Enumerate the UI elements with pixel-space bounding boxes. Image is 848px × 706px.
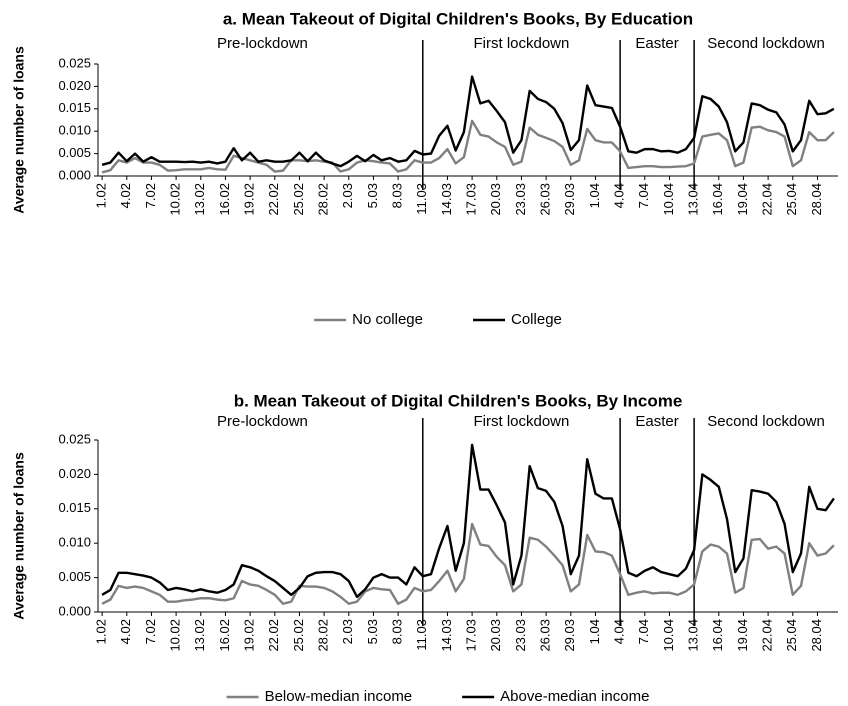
x-tick-label: 4.02 (118, 619, 133, 644)
y-tick-label: 0.005 (58, 145, 91, 160)
y-tick-label: 0.000 (58, 167, 91, 182)
period-label: First lockdown (474, 35, 570, 52)
x-tick-label: 23.03 (513, 183, 528, 216)
x-tick-label: 25.04 (784, 183, 799, 216)
x-tick-label: 26.03 (538, 619, 553, 652)
period-label: Easter (635, 35, 678, 52)
x-tick-label: 19.02 (242, 183, 257, 216)
y-tick-label: 0.020 (58, 78, 91, 93)
period-label: First lockdown (474, 413, 570, 430)
x-tick-label: 22.02 (266, 619, 281, 652)
x-tick-label: 10.02 (168, 619, 183, 652)
x-tick-label: 22.04 (760, 183, 775, 216)
x-tick-label: 1.04 (587, 183, 602, 208)
x-tick-label: 8.03 (390, 183, 405, 208)
x-tick-label: 10.02 (168, 183, 183, 216)
x-tick-label: 2.03 (340, 183, 355, 208)
x-tick-label: 22.04 (760, 619, 775, 652)
x-tick-label: 10.04 (661, 619, 676, 652)
x-tick-label: 4.02 (118, 183, 133, 208)
x-tick-label: 2.03 (340, 619, 355, 644)
x-tick-label: 1.02 (94, 183, 109, 208)
x-tick-label: 20.03 (488, 183, 503, 216)
x-tick-label: 19.04 (735, 619, 750, 652)
x-tick-label: 5.03 (365, 183, 380, 208)
x-tick-label: 7.02 (143, 183, 158, 208)
x-tick-label: 16.02 (217, 183, 232, 216)
x-tick-label: 1.04 (587, 619, 602, 644)
x-tick-label: 4.04 (612, 619, 627, 644)
legend-label: No college (352, 311, 423, 328)
x-tick-label: 16.02 (217, 619, 232, 652)
x-tick-label: 20.03 (488, 619, 503, 652)
legend: Below-median income Above-median income (226, 688, 649, 705)
x-tick-label: 28.04 (809, 619, 824, 652)
data-line (101, 119, 835, 174)
x-tick-label: 14.03 (439, 183, 454, 216)
x-tick-label: 28.02 (316, 619, 331, 652)
x-tick-label: 19.04 (735, 183, 750, 216)
x-tick-label: 17.03 (464, 183, 479, 216)
x-tick-label: 14.03 (439, 619, 454, 652)
y-axis-label: Average number of loans (11, 46, 27, 214)
y-tick-label: 0.015 (58, 100, 91, 115)
y-tick-label: 0.020 (58, 466, 91, 481)
x-tick-label: 8.03 (390, 619, 405, 644)
y-tick-label: 0.005 (58, 569, 91, 584)
y-tick-label: 0.000 (58, 603, 91, 618)
chart-title: b. Mean Takeout of Digital Children's Bo… (234, 391, 683, 410)
data-line (101, 522, 835, 605)
data-line (101, 75, 835, 168)
x-tick-label: 10.04 (661, 183, 676, 216)
x-tick-label: 25.02 (291, 619, 306, 652)
chart-title: a. Mean Takeout of Digital Children's Bo… (223, 9, 693, 28)
legend: No college College (314, 311, 562, 328)
x-tick-label: 7.04 (636, 619, 651, 644)
period-label: Second lockdown (707, 413, 825, 430)
x-tick-label: 22.02 (266, 183, 281, 216)
x-tick-label: 25.04 (784, 619, 799, 652)
x-tick-label: 13.04 (686, 619, 701, 652)
data-line (101, 443, 835, 599)
x-tick-label: 23.03 (513, 619, 528, 652)
legend-label: College (511, 311, 562, 328)
x-tick-label: 28.02 (316, 183, 331, 216)
x-tick-label: 25.02 (291, 183, 306, 216)
x-tick-label: 13.02 (192, 183, 207, 216)
x-tick-label: 16.04 (710, 183, 725, 216)
x-tick-label: 28.04 (809, 183, 824, 216)
x-tick-label: 11.03 (414, 619, 429, 651)
x-tick-label: 4.04 (612, 183, 627, 208)
x-tick-label: 5.03 (365, 619, 380, 644)
x-tick-label: 17.03 (464, 619, 479, 652)
y-tick-label: 0.010 (58, 123, 91, 138)
x-tick-label: 13.04 (686, 183, 701, 216)
y-tick-label: 0.015 (58, 500, 91, 515)
period-label: Second lockdown (707, 35, 825, 52)
period-label: Pre-lockdown (217, 35, 308, 52)
x-tick-label: 19.02 (242, 619, 257, 652)
x-tick-label: 7.04 (636, 183, 651, 208)
x-tick-label: 29.03 (562, 183, 577, 216)
x-tick-label: 11.03 (414, 183, 429, 215)
legend-label: Below-median income (265, 688, 413, 705)
x-tick-label: 26.03 (538, 183, 553, 216)
x-tick-label: 16.04 (710, 619, 725, 652)
y-tick-label: 0.010 (58, 535, 91, 550)
period-label: Pre-lockdown (217, 413, 308, 430)
period-label: Easter (635, 413, 678, 430)
y-tick-label: 0.025 (58, 431, 91, 446)
y-tick-label: 0.025 (58, 55, 91, 70)
y-axis-label: Average number of loans (11, 452, 27, 620)
x-tick-label: 29.03 (562, 619, 577, 652)
legend-label: Above-median income (500, 688, 649, 705)
x-tick-label: 1.02 (94, 619, 109, 644)
x-tick-label: 7.02 (143, 619, 158, 644)
x-tick-label: 13.02 (192, 619, 207, 652)
